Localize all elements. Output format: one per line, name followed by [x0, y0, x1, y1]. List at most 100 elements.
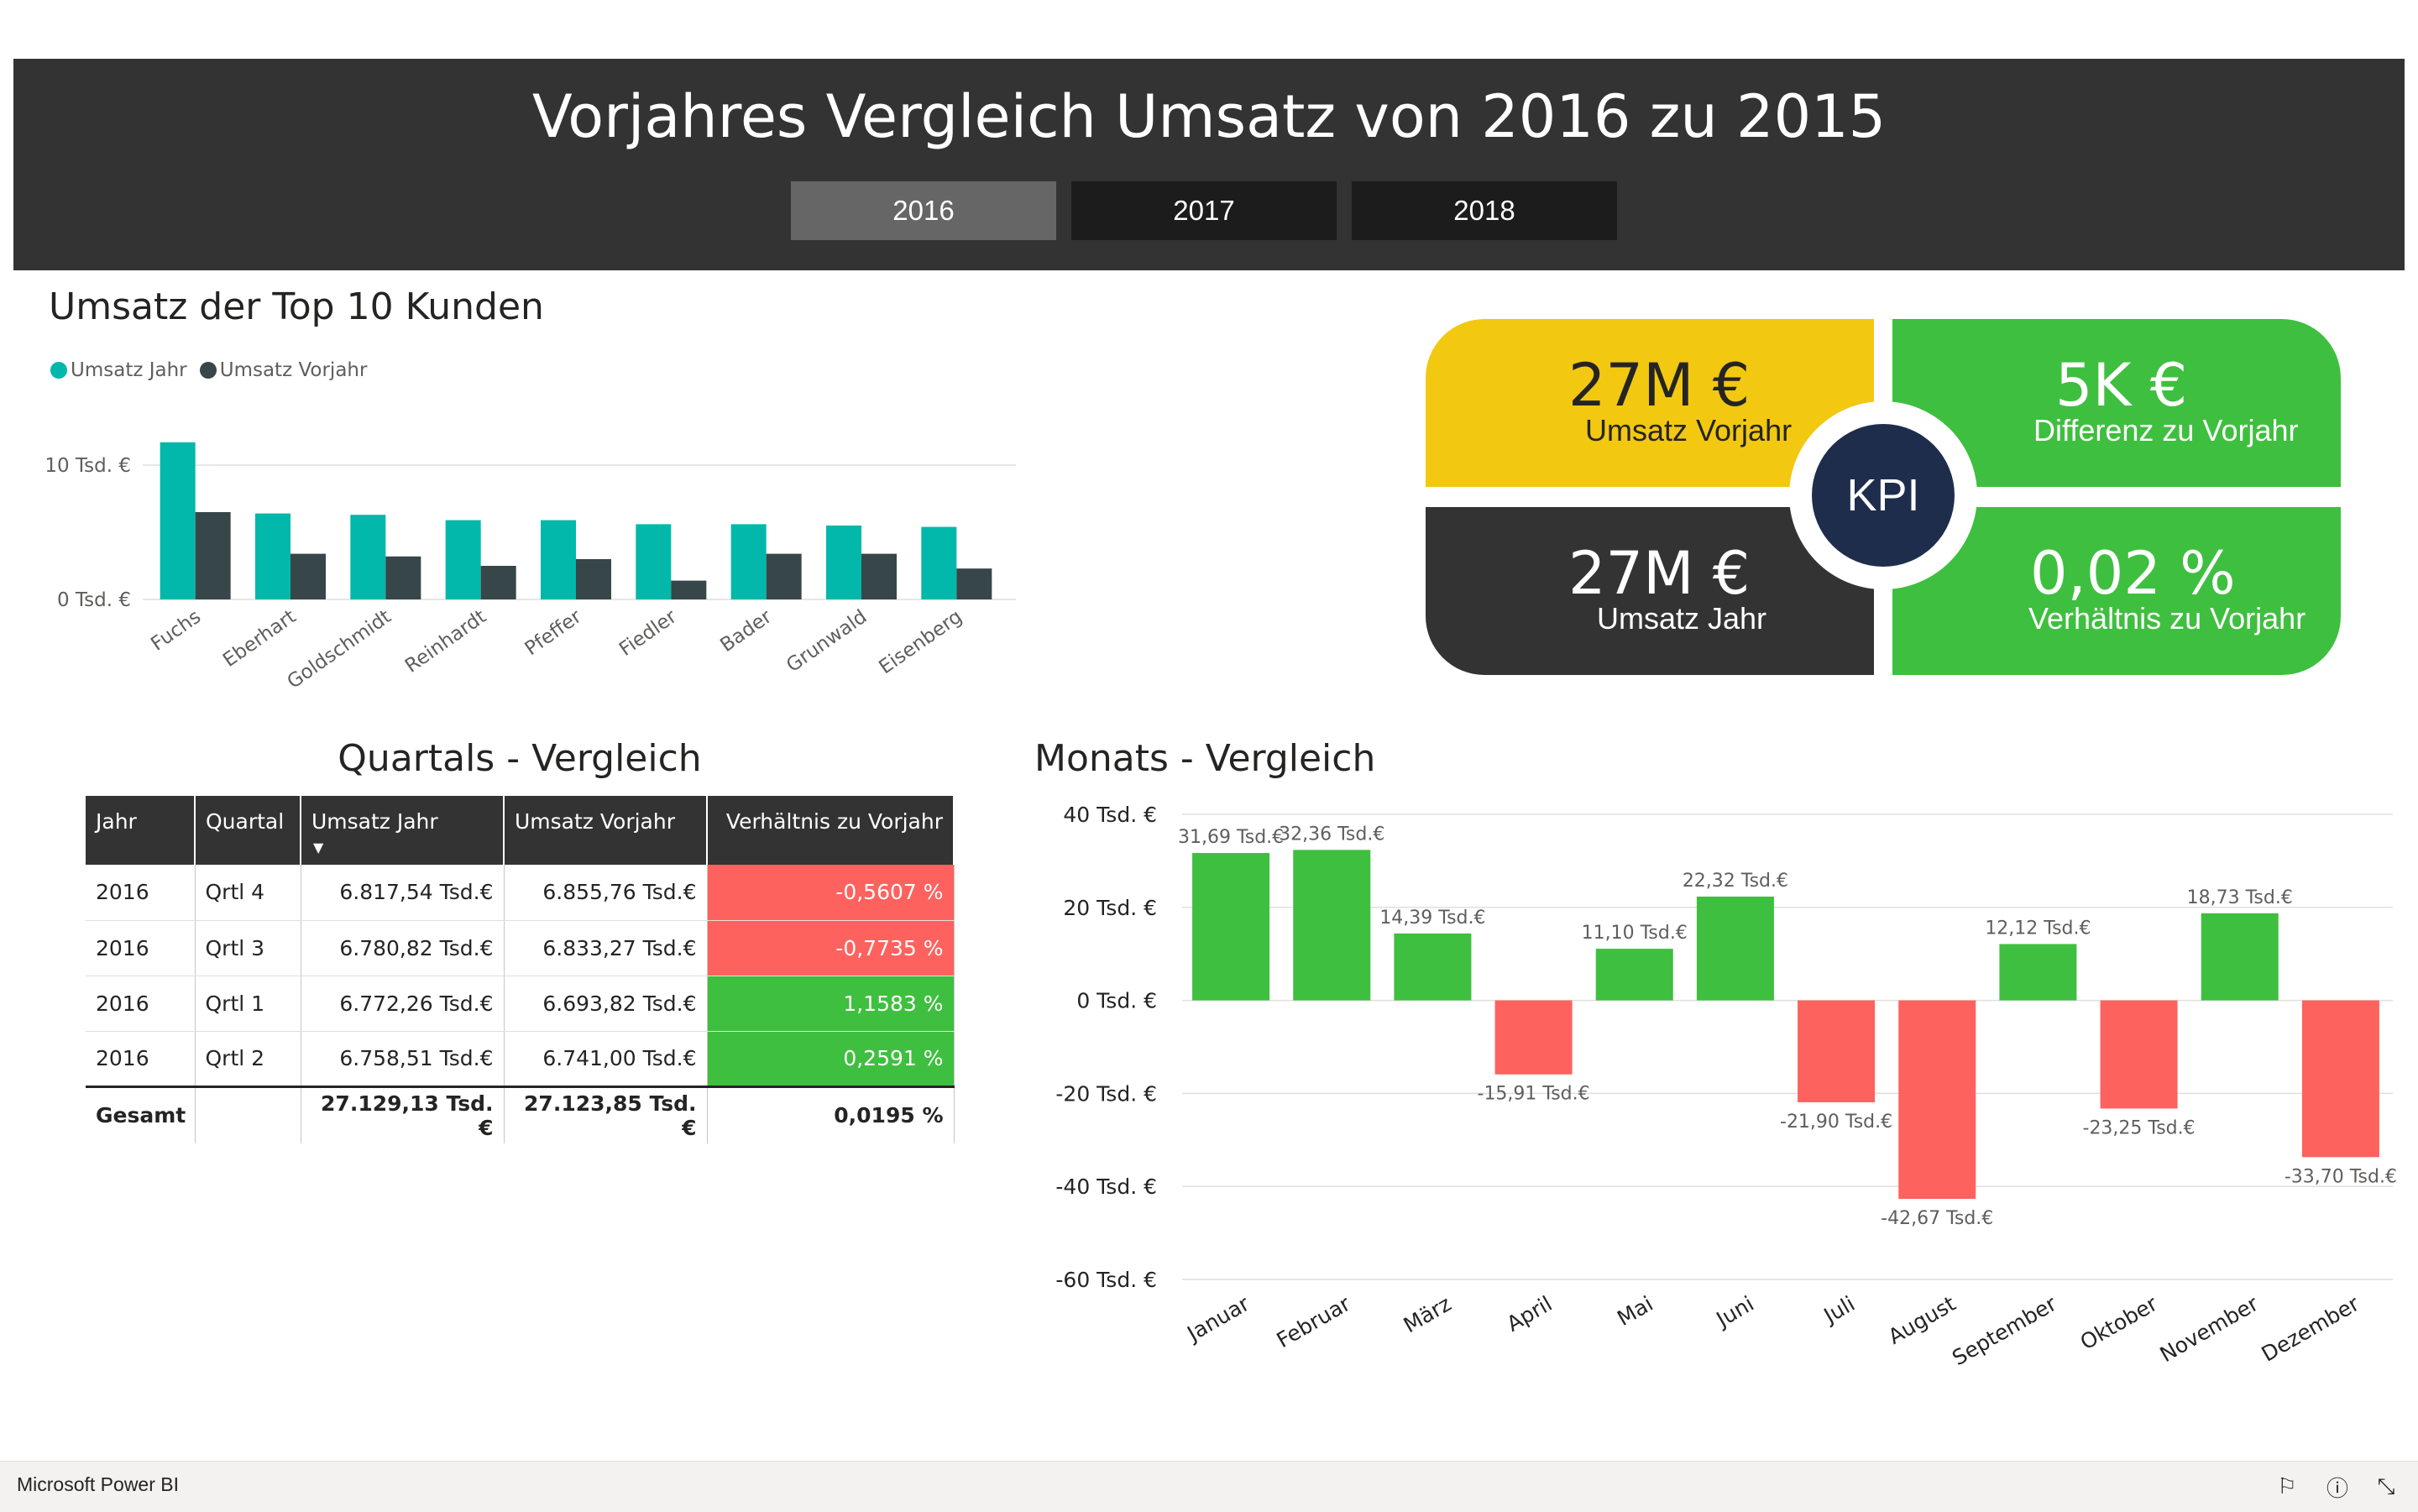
monats-bar[interactable]: [1898, 1000, 1976, 1199]
column-header-umsatz-jahr[interactable]: Umsatz Jahr ▼: [301, 796, 505, 865]
cell-umsatz-vorjahr: 6.741,00 Tsd.€: [504, 1031, 708, 1087]
cell-umsatz-jahr: 6.817,54 Tsd.€: [301, 865, 505, 921]
top10-xtick-label: Fiedler: [615, 605, 681, 661]
top10-bar-umsatz-jahr[interactable]: [921, 526, 957, 599]
flag-icon[interactable]: ⚐: [2277, 1474, 2297, 1499]
column-header-umsatz-jahr-label: Umsatz Jahr: [311, 809, 438, 834]
top10-bar-umsatz-vorjahr[interactable]: [861, 553, 897, 599]
top10-bar-umsatz-jahr[interactable]: [160, 442, 196, 599]
table-row[interactable]: 2016 Qrtl 2 6.758,51 Tsd.€ 6.741,00 Tsd.…: [86, 1031, 955, 1087]
monats-xtick-label: März: [1400, 1291, 1456, 1337]
kpi-label-verhaeltnis: Verhältnis zu Vorjahr: [2028, 601, 2306, 636]
monats-bar[interactable]: [1192, 853, 1270, 1001]
top10-bar-umsatz-vorjahr[interactable]: [290, 553, 326, 599]
cell-umsatz-jahr: 6.780,82 Tsd.€: [301, 920, 505, 976]
top10-bar-umsatz-vorjahr[interactable]: [480, 566, 516, 599]
year-button-2018[interactable]: 2018: [1352, 181, 1617, 240]
cell-verhaeltnis: -0,7735 %: [707, 920, 955, 976]
table-row[interactable]: 2016 Qrtl 3 6.780,82 Tsd.€ 6.833,27 Tsd.…: [86, 920, 955, 976]
column-header-umsatz-vorjahr[interactable]: Umsatz Vorjahr: [504, 796, 708, 865]
monats-data-label: 12,12 Tsd.€: [1985, 918, 2091, 939]
monats-bar-chart: 40 Tsd. € 20 Tsd. € 0 Tsd. € -20 Tsd. € -40 …: [1055, 803, 2397, 1371]
top10-bar-umsatz-vorjahr[interactable]: [195, 512, 231, 599]
legend-label-umsatz-vorjahr: Umsatz Vorjahr: [219, 359, 368, 381]
monats-data-label: 14,39 Tsd.€: [1379, 908, 1485, 929]
monats-data-label: 22,32 Tsd.€: [1683, 871, 1788, 892]
kpi-value-differenz: 5K €: [2055, 351, 2188, 420]
monats-bar[interactable]: [2201, 913, 2279, 1001]
cell-umsatz-vorjahr: 6.855,76 Tsd.€: [504, 865, 708, 921]
monats-xtick-label: September: [1948, 1291, 2061, 1371]
top10-bar-chart: 0 Tsd. € 10 Tsd. € Fuchs EberhartGoldschmid…: [44, 442, 1016, 693]
cell-jahr: 2016: [86, 976, 196, 1032]
table-header-row: Jahr Quartal Umsatz Jahr ▼ Umsatz Vorjah…: [86, 796, 955, 865]
cell-verhaeltnis: -0,5607 %: [707, 865, 955, 921]
table-row[interactable]: 2016 Qrtl 4 6.817,54 Tsd.€ 6.855,76 Tsd.…: [86, 865, 955, 921]
column-header-verhaeltnis[interactable]: Verhältnis zu Vorjahr: [707, 796, 955, 865]
top10-bar-umsatz-jahr[interactable]: [350, 515, 386, 599]
monats-data-label: -33,70 Tsd.€: [2285, 1166, 2397, 1187]
total-umsatz-jahr: 27.129,13 Tsd.€: [301, 1085, 505, 1143]
monats-bar[interactable]: [1394, 933, 1472, 1001]
top10-xtick-label: Reinhardt: [401, 606, 490, 678]
monats-data-label: -23,25 Tsd.€: [2083, 1117, 2196, 1138]
kpi-label-umsatz-vorjahr: Umsatz Vorjahr: [1585, 413, 1793, 447]
cell-umsatz-jahr: 6.772,26 Tsd.€: [301, 976, 505, 1032]
top10-bar-umsatz-jahr[interactable]: [730, 524, 767, 599]
top10-xtick-label: Grunwald: [782, 606, 871, 678]
table-row[interactable]: 2016 Qrtl 1 6.772,26 Tsd.€ 6.693,82 Tsd.…: [86, 976, 955, 1032]
top10-bar-umsatz-jahr[interactable]: [826, 526, 861, 599]
monats-bar[interactable]: [2100, 1000, 2178, 1109]
top10-bar-umsatz-vorjahr[interactable]: [766, 553, 802, 599]
column-header-quartal[interactable]: Quartal: [195, 796, 301, 865]
table-total-row: Gesamt 27.129,13 Tsd.€ 27.123,85 Tsd.€ 0…: [86, 1085, 955, 1143]
top10-bar-umsatz-vorjahr[interactable]: [385, 556, 421, 599]
top10-bar-umsatz-vorjahr[interactable]: [576, 559, 611, 599]
kpi-label-differenz: Differenz zu Vorjahr: [2033, 413, 2299, 447]
top10-xtick-label: Goldschmidt: [283, 606, 395, 693]
monats-ytick-label: -60 Tsd. €: [1055, 1268, 1157, 1292]
year-button-2017[interactable]: 2017: [1071, 181, 1337, 240]
monats-data-label: 31,69 Tsd.€: [1178, 827, 1284, 848]
top10-xtick-label: Eisenberg: [875, 606, 966, 679]
kpi-card-umsatz-jahr: 27M € Umsatz Jahr: [1426, 507, 1874, 675]
monats-bar[interactable]: [2301, 1000, 2379, 1158]
quartals-title: Quartals - Vergleich: [338, 737, 702, 780]
cell-umsatz-jahr: 6.758,51 Tsd.€: [301, 1031, 505, 1087]
kpi-label-umsatz-jahr: Umsatz Jahr: [1597, 601, 1767, 636]
top10-bar-umsatz-vorjahr[interactable]: [671, 580, 707, 599]
monats-xtick-label: Januar: [1182, 1291, 1254, 1347]
monats-xtick-label: Februar: [1273, 1291, 1355, 1352]
monats-xtick-label: Juli: [1819, 1291, 1859, 1329]
total-verhaeltnis: 0,0195 %: [707, 1085, 955, 1143]
monats-bar[interactable]: [1696, 896, 1774, 1001]
kpi-card-umsatz-vorjahr: 27M € Umsatz Vorjahr: [1426, 319, 1874, 487]
top10-xtick-label: Bader: [716, 605, 776, 657]
monats-bar[interactable]: [1798, 1000, 1876, 1102]
top10-bar-umsatz-jahr[interactable]: [445, 520, 481, 599]
collapse-icon[interactable]: ⤡: [2377, 1473, 2395, 1499]
monats-bar[interactable]: [1494, 1000, 1573, 1075]
info-icon[interactable]: ⓘ: [2326, 1476, 2348, 1502]
top10-bar-umsatz-vorjahr[interactable]: [956, 568, 992, 599]
top10-xtick-label: Pfeffer: [521, 605, 586, 660]
kpi-value-verhaeltnis: 0,02 %: [2030, 539, 2236, 608]
monats-title: Monats - Vergleich: [1034, 737, 1376, 780]
monats-bar[interactable]: [1999, 944, 2077, 1001]
page-title: Vorjahres Vergleich Umsatz von 2016 zu 2…: [531, 82, 1887, 151]
column-header-jahr[interactable]: Jahr: [86, 796, 196, 865]
cell-jahr: 2016: [86, 920, 196, 976]
top10-bar-umsatz-jahr[interactable]: [541, 520, 576, 599]
monats-xtick-label: Juni: [1711, 1291, 1758, 1332]
top10-bar-umsatz-jahr[interactable]: [636, 524, 672, 599]
header-banner: Vorjahres Vergleich Umsatz von 2016 zu 2…: [13, 59, 2405, 270]
monats-bar[interactable]: [1293, 850, 1371, 1001]
monats-data-label: -15,91 Tsd.€: [1478, 1084, 1590, 1105]
top10-bar-umsatz-jahr[interactable]: [255, 513, 290, 599]
year-button-2016[interactable]: 2016: [791, 181, 1056, 240]
total-umsatz-vorjahr: 27.123,85 Tsd.€: [504, 1085, 708, 1143]
monats-bar[interactable]: [1595, 949, 1673, 1001]
monats-ytick-label: -40 Tsd. €: [1055, 1175, 1157, 1199]
monats-xtick-label: Dezember: [2258, 1291, 2364, 1367]
monats-data-label: 18,73 Tsd.€: [2187, 887, 2293, 908]
